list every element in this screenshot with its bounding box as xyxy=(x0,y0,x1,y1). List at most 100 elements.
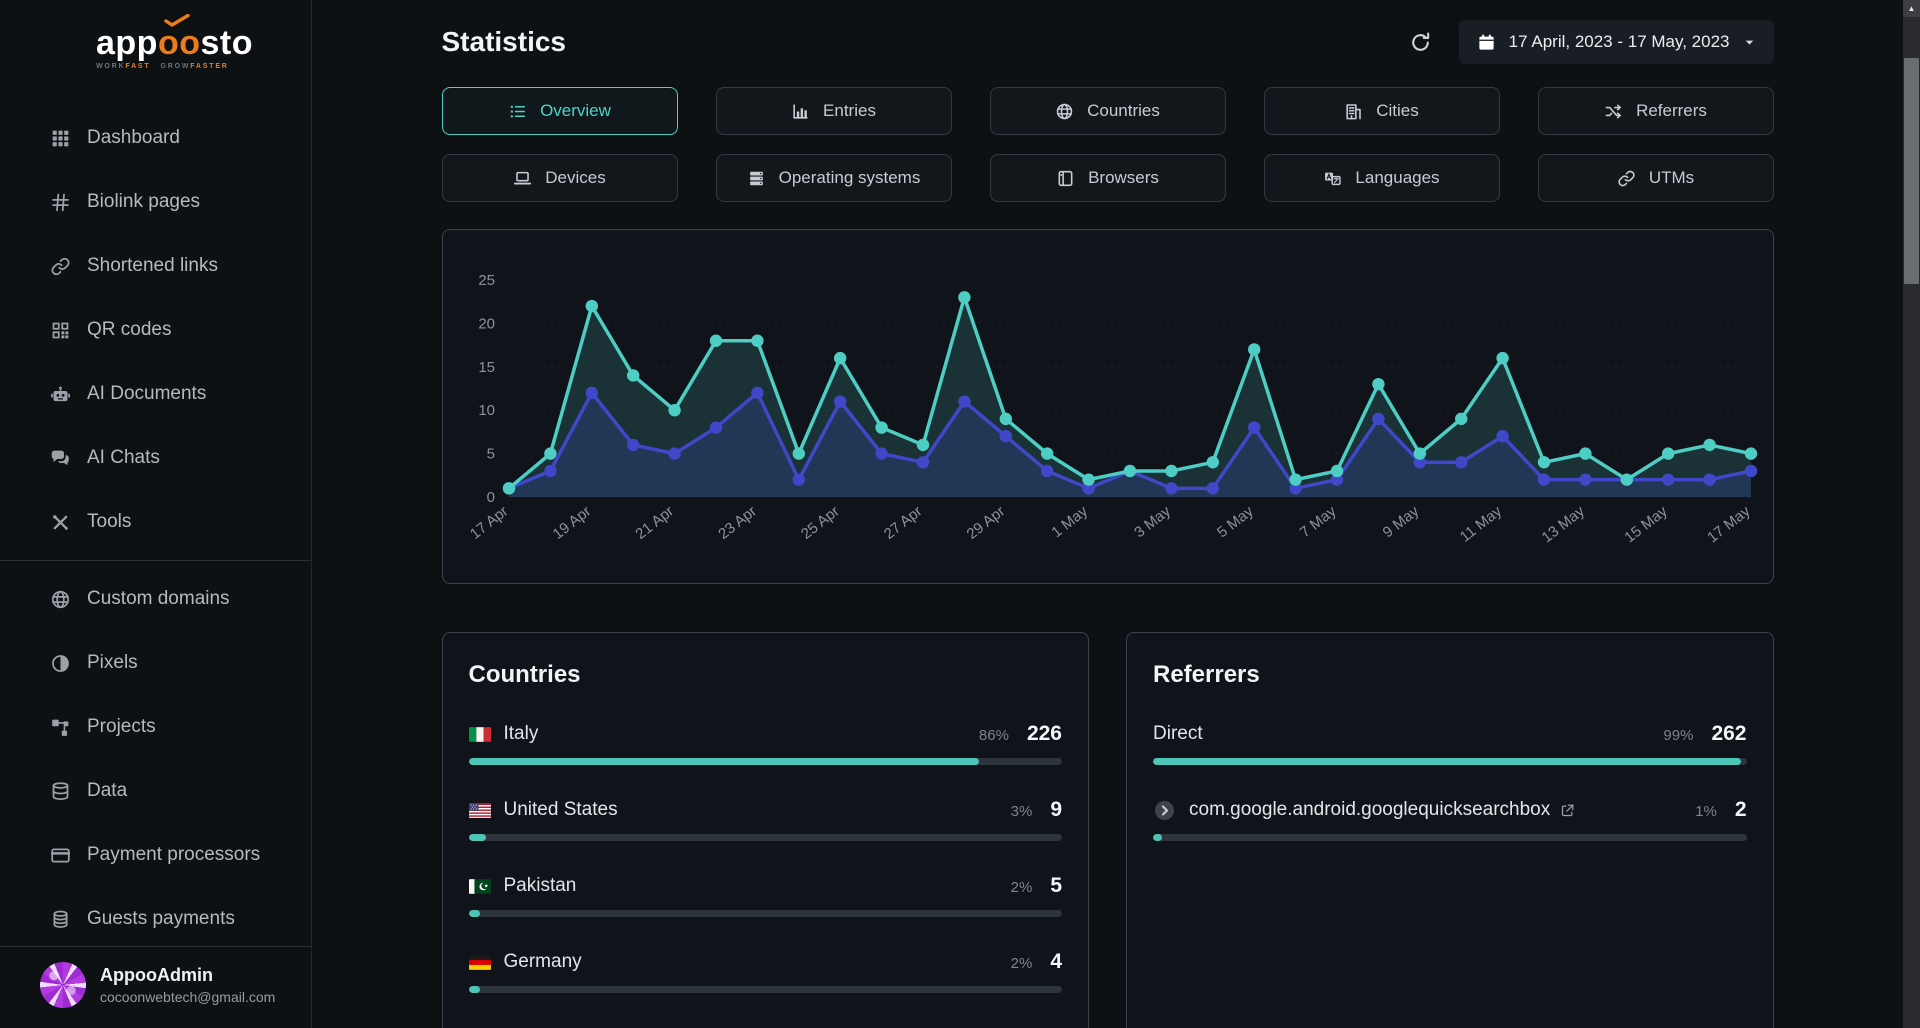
sidebar-nav-secondary: Custom domains Pixels Projects Data Payment … xyxy=(0,567,311,951)
sidebar-item-custom-domains[interactable]: Custom domains xyxy=(0,567,311,631)
stat-name: Germany xyxy=(503,951,582,972)
sidebar-item-label: QR codes xyxy=(87,319,172,340)
flag-us-icon xyxy=(468,802,491,818)
page-header: Statistics 17 April, 2023 - 17 May, 2023 xyxy=(442,0,1774,64)
svg-text:1 May: 1 May xyxy=(1048,502,1091,541)
stat-value: 2 xyxy=(1734,798,1747,821)
referrers-rows: Direct 99% 262 com.google.android.googlequi… xyxy=(1153,722,1747,841)
user-profile[interactable]: AppooAdmin cocoonwebtech@gmail.com xyxy=(0,946,311,1028)
stat-bar-track xyxy=(468,986,1062,993)
calendar-icon xyxy=(1477,33,1496,52)
app-logo[interactable]: appoo sto WORKFAST GROWFASTER xyxy=(96,14,266,70)
sidebar-item-biolink-pages[interactable]: Biolink pages xyxy=(0,170,311,234)
flag-de-icon xyxy=(468,954,491,970)
stat-bar-fill xyxy=(468,834,487,841)
tab-referrers[interactable]: Referrers xyxy=(1537,87,1774,135)
hash-icon xyxy=(49,191,71,213)
refresh-icon[interactable] xyxy=(1409,29,1435,55)
stat-bar-fill xyxy=(1153,758,1741,765)
sidebar-item-label: Tools xyxy=(87,511,132,532)
link-icon xyxy=(49,255,71,277)
stat-name: Italy xyxy=(503,723,539,744)
referrers-card-title: Referrers xyxy=(1153,661,1260,688)
tab-label: Referrers xyxy=(1636,101,1707,120)
sidebar-item-label: Shortened links xyxy=(87,255,218,276)
countries-card: Countries Italy 86% 226 United States 3% 9 Pak… xyxy=(441,632,1089,1028)
qr-icon xyxy=(49,319,71,341)
chevron-down-icon xyxy=(1743,36,1756,49)
globe-icon xyxy=(1055,102,1074,121)
tab-devices[interactable]: Devices xyxy=(441,154,678,202)
tab-operating-systems[interactable]: Operating systems xyxy=(715,154,952,202)
sidebar-item-guests-payments[interactable]: Guests payments xyxy=(0,887,311,951)
list-icon xyxy=(508,102,527,121)
stat-bar-track xyxy=(468,910,1062,917)
grid-icon xyxy=(49,127,71,149)
sitemap-icon xyxy=(49,716,71,738)
tab-label: Cities xyxy=(1376,101,1419,120)
scrollbar-thumb[interactable] xyxy=(1904,58,1919,284)
main-content: Statistics 17 April, 2023 - 17 May, 2023… xyxy=(312,0,1903,1028)
user-name: AppooAdmin xyxy=(100,965,213,985)
tools-icon xyxy=(49,511,71,533)
tab-countries[interactable]: Countries xyxy=(989,87,1226,135)
tab-languages[interactable]: Languages xyxy=(1263,154,1500,202)
flag-pk-icon xyxy=(468,878,491,894)
tab-browsers[interactable]: Browsers xyxy=(989,154,1226,202)
date-range-text: 17 April, 2023 - 17 May, 2023 xyxy=(1508,32,1730,51)
sidebar-item-qr-codes[interactable]: QR codes xyxy=(0,298,311,362)
svg-text:23 Apr: 23 Apr xyxy=(715,503,760,543)
date-range-picker[interactable]: 17 April, 2023 - 17 May, 2023 xyxy=(1458,20,1774,64)
stat-bar-fill xyxy=(468,758,979,765)
tab-label: Overview xyxy=(540,101,611,120)
database-icon xyxy=(49,780,71,802)
stat-bar-track xyxy=(468,758,1062,765)
countries-row: Pakistan 2% 5 xyxy=(468,874,1062,917)
sidebar-item-shortened-links[interactable]: Shortened links xyxy=(0,234,311,298)
server-icon xyxy=(747,169,766,188)
svg-text:17 May: 17 May xyxy=(1704,502,1754,546)
vertical-scrollbar[interactable]: ▲ xyxy=(1903,0,1920,1028)
sidebar-item-label: Custom domains xyxy=(87,588,230,609)
tab-cities[interactable]: Cities xyxy=(1263,87,1500,135)
sidebar-item-label: AI Chats xyxy=(87,447,160,468)
countries-card-title: Countries xyxy=(468,661,581,688)
stat-name: com.google.android.googlequicksearchbox xyxy=(1189,799,1551,820)
expand-chevron-icon[interactable] xyxy=(1153,799,1176,822)
svg-text:19 Apr: 19 Apr xyxy=(549,503,594,543)
sidebar-item-data[interactable]: Data xyxy=(0,759,311,823)
svg-text:0: 0 xyxy=(486,489,494,506)
robot-icon xyxy=(49,383,71,405)
bar-chart-icon xyxy=(791,102,810,121)
stat-value: 226 xyxy=(1026,722,1062,745)
sidebar-item-tools[interactable]: Tools xyxy=(0,490,311,554)
sidebar-item-payment-processors[interactable]: Payment processors xyxy=(0,823,311,887)
tab-overview[interactable]: Overview xyxy=(441,87,678,135)
stat-value: 4 xyxy=(1050,950,1062,973)
sidebar-nav: Dashboard Biolink pages Shortened links QR … xyxy=(0,76,311,951)
sidebar-item-ai-documents[interactable]: AI Documents xyxy=(0,362,311,426)
globe-icon xyxy=(49,588,71,610)
referrers-row: com.google.android.googlequicksearchbox 1… xyxy=(1153,798,1747,841)
svg-text:3 May: 3 May xyxy=(1131,502,1174,541)
sidebar-item-label: Data xyxy=(87,780,128,801)
countries-row: United States 3% 9 xyxy=(468,798,1062,841)
half-circle-icon xyxy=(49,652,71,674)
scrollbar-up-arrow-icon[interactable]: ▲ xyxy=(1903,0,1920,17)
sidebar-item-projects[interactable]: Projects xyxy=(0,695,311,759)
stat-bar-fill xyxy=(1153,834,1162,841)
chats-icon xyxy=(49,447,71,469)
sidebar-item-ai-chats[interactable]: AI Chats xyxy=(0,426,311,490)
user-email: cocoonwebtech@gmail.com xyxy=(100,989,276,1005)
svg-text:7 May: 7 May xyxy=(1296,502,1339,541)
sidebar-item-pixels[interactable]: Pixels xyxy=(0,631,311,695)
sidebar-item-dashboard[interactable]: Dashboard xyxy=(0,106,311,170)
logo-check-icon xyxy=(164,14,190,27)
sidebar-item-label: Guests payments xyxy=(87,908,235,929)
external-link-icon[interactable] xyxy=(1560,803,1575,818)
sidebar-item-label: Dashboard xyxy=(87,127,180,148)
credit-card-icon xyxy=(49,844,71,866)
tab-utms[interactable]: UTMs xyxy=(1537,154,1774,202)
sidebar-item-label: Pixels xyxy=(87,652,138,673)
tab-entries[interactable]: Entries xyxy=(715,87,952,135)
